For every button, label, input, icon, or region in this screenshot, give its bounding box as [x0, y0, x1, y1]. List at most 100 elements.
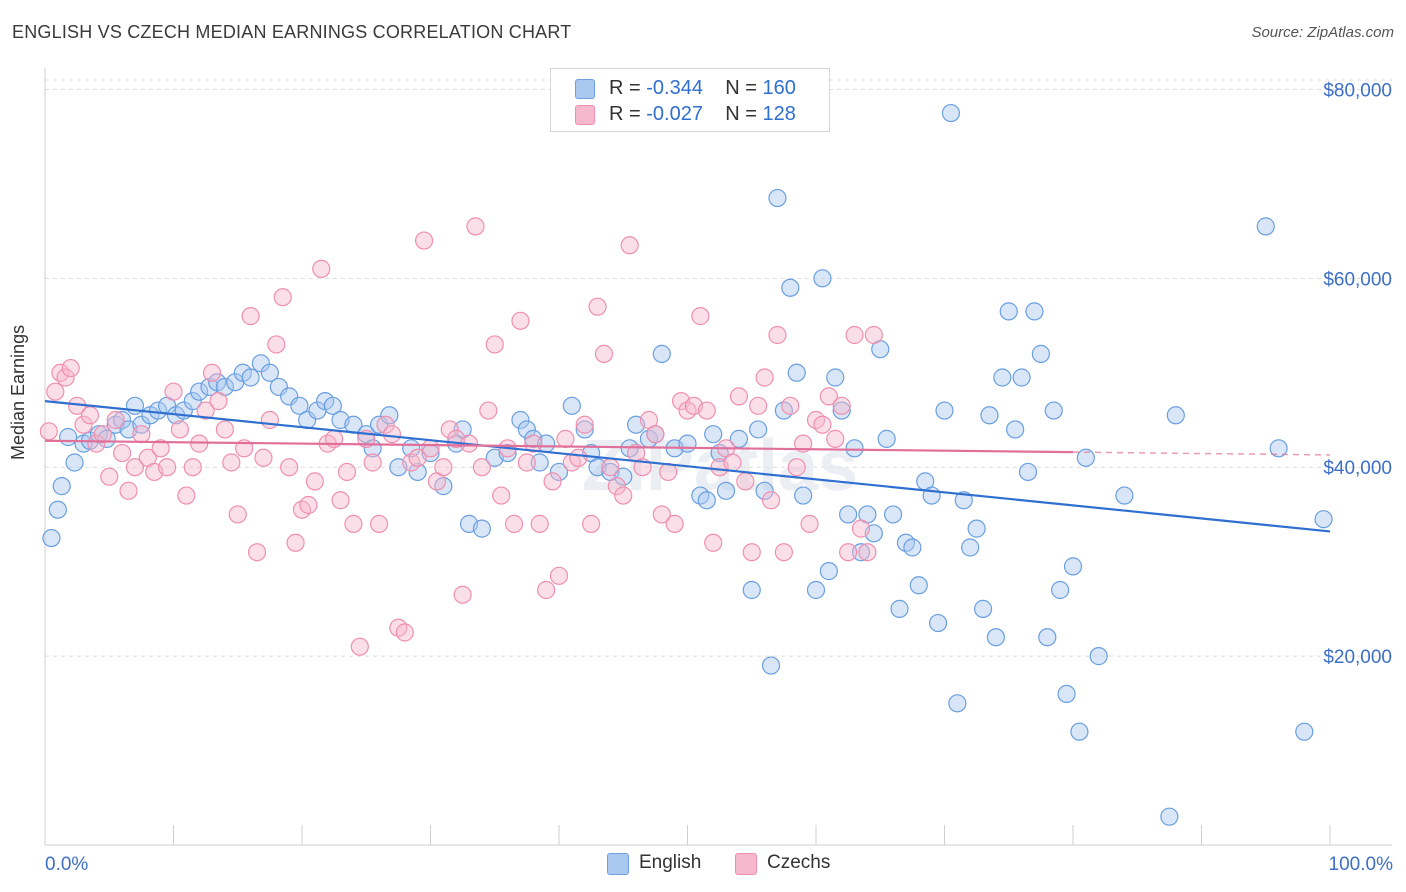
point-english-107 — [935, 401, 954, 420]
point-english-94 — [851, 543, 871, 562]
point-english-135 — [1269, 439, 1288, 458]
point-czechs-33 — [247, 543, 267, 562]
point-english-20 — [190, 382, 209, 401]
tick-labels: $20,000 $40,000 $60,000 $80,000 0.0% 100.0% — [45, 80, 1393, 875]
trendline-czechs — [44, 439, 1074, 454]
point-czechs-114 — [768, 325, 787, 345]
point-english-81 — [761, 656, 781, 675]
point-czechs-6 — [74, 415, 93, 434]
point-czechs-102 — [691, 307, 710, 326]
point-czechs-29 — [222, 453, 241, 472]
point-english-111 — [961, 538, 980, 557]
point-english-128 — [1070, 722, 1089, 741]
point-english-122 — [1031, 344, 1050, 363]
point-czechs-81 — [556, 429, 575, 448]
point-czechs-129 — [864, 325, 883, 345]
trendline-english — [44, 400, 1331, 533]
series-czechs — [39, 217, 883, 656]
point-english-15 — [148, 401, 168, 420]
point-czechs-21 — [170, 420, 190, 439]
point-english-2 — [52, 477, 71, 496]
point-czechs-28 — [215, 420, 234, 439]
point-czechs-107 — [723, 453, 742, 472]
point-czechs-8 — [87, 434, 106, 453]
point-czechs-79 — [543, 472, 562, 491]
point-english-41 — [380, 406, 399, 425]
point-english-115 — [986, 628, 1006, 647]
bottom-legend-swatch-english — [607, 853, 629, 875]
point-czechs-9 — [93, 425, 112, 444]
point-english-64 — [614, 467, 633, 486]
point-czechs-117 — [787, 458, 806, 477]
point-czechs-112 — [755, 368, 774, 387]
bottom-legend-swatch-czechs — [735, 853, 757, 875]
y-tick-label-2: $60,000 — [1323, 269, 1392, 290]
point-english-113 — [973, 599, 993, 618]
point-english-136 — [1295, 722, 1314, 741]
point-czechs-48 — [344, 514, 363, 533]
point-czechs-77 — [530, 514, 549, 533]
point-czechs-109 — [736, 472, 755, 491]
point-english-99 — [883, 505, 903, 524]
point-czechs-54 — [382, 425, 402, 444]
point-english-0 — [42, 528, 61, 548]
point-english-133 — [1166, 406, 1185, 425]
series-english — [42, 103, 1333, 826]
y-tick-label-0: $20,000 — [1323, 647, 1392, 668]
point-czechs-11 — [106, 410, 125, 430]
point-czechs-35 — [260, 410, 279, 430]
point-english-130 — [1089, 647, 1108, 666]
point-czechs-18 — [151, 439, 170, 458]
point-english-56 — [530, 453, 549, 472]
point-english-35 — [323, 396, 342, 415]
point-english-100 — [890, 599, 909, 618]
point-english-98 — [877, 429, 896, 448]
point-czechs-115 — [774, 543, 793, 562]
point-czechs-116 — [781, 396, 800, 415]
point-czechs-13 — [119, 481, 138, 500]
point-czechs-103 — [697, 401, 716, 420]
point-czechs-108 — [729, 387, 749, 406]
point-english-126 — [1057, 684, 1076, 703]
point-english-103 — [909, 576, 928, 595]
point-czechs-51 — [363, 453, 382, 472]
point-czechs-14 — [125, 458, 145, 477]
point-english-26 — [241, 368, 260, 387]
point-czechs-58 — [408, 448, 427, 467]
point-english-117 — [999, 302, 1018, 321]
point-english-59 — [562, 396, 581, 415]
point-english-114 — [980, 406, 999, 425]
point-english-112 — [967, 519, 986, 538]
point-czechs-42 — [305, 472, 324, 491]
point-czechs-30 — [228, 505, 247, 524]
point-czechs-87 — [594, 344, 614, 363]
point-czechs-26 — [202, 363, 222, 382]
point-english-124 — [1044, 401, 1063, 420]
point-english-92 — [839, 505, 858, 524]
point-czechs-12 — [112, 443, 132, 463]
point-english-82 — [768, 188, 787, 208]
point-english-123 — [1038, 628, 1057, 647]
point-czechs-90 — [614, 486, 633, 505]
point-english-106 — [928, 613, 948, 633]
source-note: Source: ZipAtlas.com — [1251, 24, 1394, 41]
legend-swatch-english — [575, 79, 595, 99]
point-czechs-53 — [376, 415, 395, 434]
point-english-50 — [472, 519, 491, 538]
point-czechs-65 — [453, 585, 472, 604]
point-english-89 — [819, 562, 838, 581]
point-czechs-1 — [46, 382, 65, 401]
point-czechs-89 — [607, 477, 626, 496]
point-english-121 — [1025, 302, 1044, 321]
point-english-118 — [1006, 420, 1025, 439]
legend-swatch-czechs — [575, 105, 595, 125]
point-czechs-88 — [601, 458, 620, 477]
point-czechs-70 — [485, 335, 504, 354]
point-czechs-75 — [517, 453, 536, 472]
x-tick-label-1: 100.0% — [1329, 854, 1394, 875]
point-english-10 — [112, 410, 132, 430]
legend-text-czechs: R = -0.027 N = 128 — [609, 103, 796, 125]
point-english-132 — [1160, 807, 1179, 826]
point-czechs-25 — [196, 401, 215, 420]
